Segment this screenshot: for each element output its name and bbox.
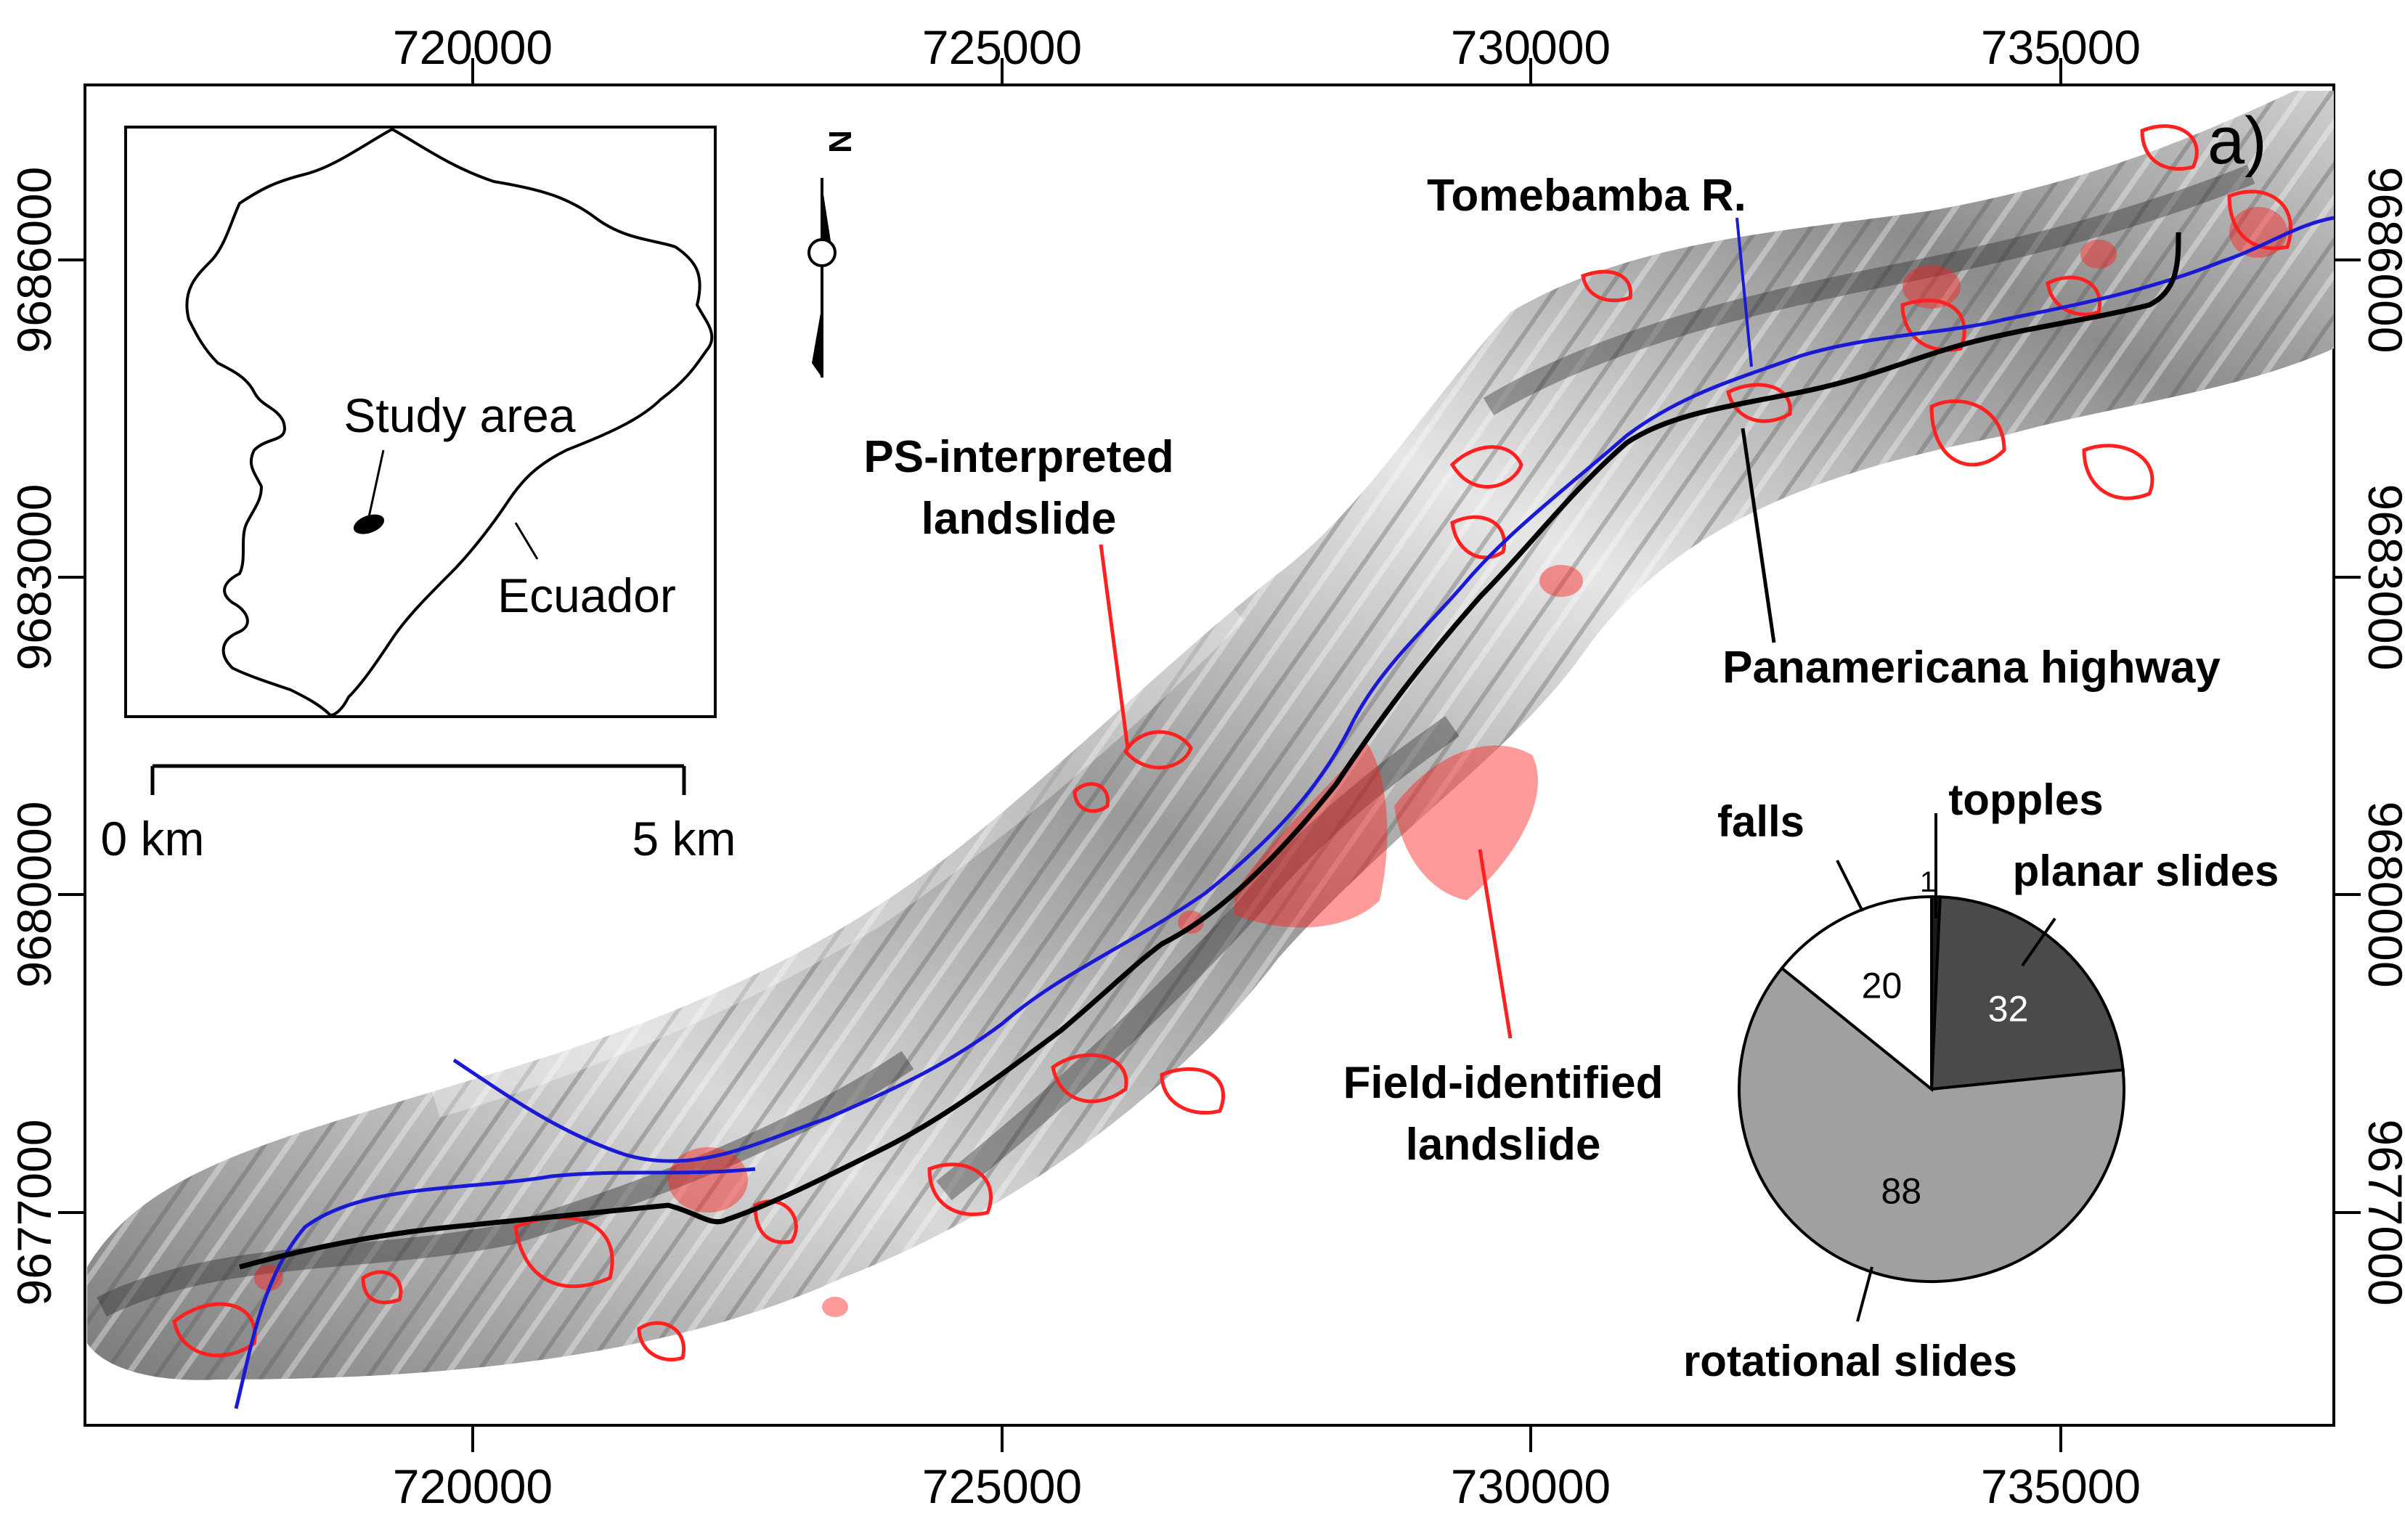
rotational-slides-leader	[1856, 1266, 1873, 1322]
x-axis-ticks	[471, 58, 2062, 1452]
ecuador-inset: Study area Ecuador	[124, 126, 717, 718]
pie-label-rotational-slides: rotational slides	[1683, 1337, 2017, 1385]
x-tick-top-730000: 730000	[1451, 20, 1611, 74]
scale-bar-start-label: 0 km	[100, 812, 204, 865]
ps-landslide-label-line2: landslide	[921, 494, 1117, 544]
ecuador-leader	[514, 522, 539, 560]
pie-label-planar-slides: planar slides	[2013, 847, 2279, 895]
ps-landslide-label-line1: PS-interpreted	[863, 432, 1173, 482]
ecuador-outline	[185, 127, 714, 717]
north-arrow-label: N	[822, 130, 858, 153]
study-area-leader	[367, 449, 385, 518]
x-tick-bottom-735000: 735000	[1981, 1459, 2141, 1513]
landslide-type-pie-chart	[1738, 895, 2126, 1283]
y-tick-right-9677000: 9677000	[2359, 1120, 2405, 1306]
pie-slice-rotational-slides	[1738, 966, 2126, 1283]
ecuador-label: Ecuador	[497, 569, 676, 622]
x-tick-top-725000: 725000	[922, 20, 1082, 74]
highway-leader	[1741, 428, 1776, 643]
scale-bar-end-label: 5 km	[632, 812, 736, 865]
pie-value-planar-slides: 32	[1988, 988, 2029, 1029]
y-tick-right-9680000: 9680000	[2359, 802, 2405, 988]
river-label: Tomebamba R.	[1427, 171, 1746, 221]
x-tick-top-735000: 735000	[1981, 20, 2141, 74]
scale-bar: 0 km 5 km	[100, 764, 736, 865]
panel-label: a)	[2207, 104, 2267, 178]
y-tick-left-9683000: 9683000	[7, 484, 61, 671]
field-landslide-label-line2: landslide	[1406, 1120, 1601, 1170]
y-tick-right-9686000: 9686000	[2359, 167, 2405, 354]
hillshade-terrain	[87, 91, 2334, 1380]
y-tick-left-9686000: 9686000	[7, 167, 61, 354]
y-axis-ticks	[58, 258, 2361, 1214]
pie-value-topples: 1	[1920, 866, 1936, 898]
y-tick-left-9680000: 9680000	[7, 802, 61, 988]
pie-slice-planar-slides	[1929, 895, 2125, 1091]
field-landslide-leader	[1478, 849, 1513, 1039]
panamericana-highway	[239, 232, 2181, 1270]
field-landslide-label-line1: Field-identified	[1343, 1058, 1664, 1108]
falls-leader	[1836, 860, 1864, 912]
field-identified-landslides	[254, 207, 2287, 1317]
ps-landslide-leader	[1099, 544, 1130, 749]
highway-label: Panamericana highway	[1722, 643, 2221, 693]
x-tick-bottom-730000: 730000	[1451, 1459, 1611, 1513]
tomebamba-river	[452, 216, 2334, 1163]
tomebamba-river-lower	[234, 1167, 756, 1409]
pie-label-topples: topples	[1948, 775, 2103, 824]
north-arrow: N	[807, 130, 858, 378]
y-tick-right-9683000: 9683000	[2359, 484, 2405, 671]
y-tick-left-9677000: 9677000	[7, 1120, 61, 1306]
pie-value-falls: 20	[1862, 966, 1903, 1006]
x-tick-bottom-725000: 725000	[922, 1459, 1082, 1513]
x-tick-bottom-720000: 720000	[393, 1459, 553, 1513]
pie-value-rotational-slides: 88	[1881, 1171, 1922, 1212]
river-leader	[1735, 217, 1753, 367]
planar-slides-leader	[2021, 917, 2056, 967]
study-area-marker	[353, 514, 385, 534]
x-tick-top-720000: 720000	[393, 20, 553, 74]
pie-label-falls: falls	[1717, 797, 1804, 846]
study-area-label: Study area	[343, 388, 575, 442]
pie-slice-falls	[1780, 895, 1933, 1093]
